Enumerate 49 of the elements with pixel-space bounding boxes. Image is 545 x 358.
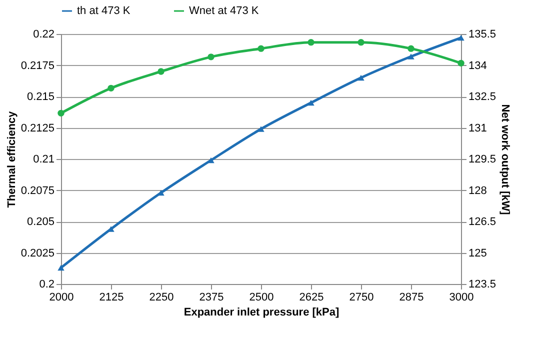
y2-tick-label: 132.5 <box>468 91 496 103</box>
point <box>208 54 214 60</box>
y2-axis-title: Net work output [kW] <box>499 104 512 216</box>
x-axis-title: Expander inlet pressure [kPa] <box>184 306 340 318</box>
y-tick-label: 0.215 <box>26 91 54 103</box>
point <box>58 110 64 117</box>
y-axis-title: Thermal efficiency <box>6 110 18 208</box>
point <box>158 190 164 196</box>
y2-tick-label: 131 <box>468 122 487 134</box>
x-tick-label: 2000 <box>49 292 74 304</box>
point <box>458 60 464 67</box>
y2-tick-label: 129.5 <box>468 154 496 166</box>
y-tick-label: 0.22 <box>33 28 54 40</box>
x-tick-label: 2125 <box>99 292 124 304</box>
x-tick-label: 3000 <box>449 292 474 304</box>
x-tick-label: 2500 <box>249 292 274 304</box>
y-tick-label: 0.2075 <box>20 184 54 197</box>
y2-tick-label: 126.5 <box>468 216 496 228</box>
point <box>408 45 414 52</box>
point <box>58 264 64 271</box>
point <box>108 84 114 92</box>
point <box>258 45 264 52</box>
point <box>308 100 314 106</box>
y-tick-label: 0.2175 <box>20 60 54 72</box>
x-tick-label: 2750 <box>349 292 374 304</box>
x-tick-label: 2250 <box>149 292 174 304</box>
point <box>358 38 364 46</box>
y-tick-label: 0.2125 <box>20 122 54 134</box>
point <box>458 34 464 41</box>
point <box>258 126 264 132</box>
x-tick-label: 2875 <box>399 292 424 304</box>
y2-tick-label: 128 <box>468 184 487 197</box>
y2-tick-label: 134 <box>468 60 487 72</box>
y-tick-label: 0.2 <box>39 278 54 290</box>
legend-label: Wnet at 473 K <box>189 5 260 17</box>
point <box>358 74 364 81</box>
point <box>158 68 164 75</box>
y-tick-label: 0.205 <box>26 216 54 228</box>
y-tick-label: 0.2025 <box>20 247 54 260</box>
y2-tick-label: 135.5 <box>468 28 496 40</box>
point <box>308 38 314 46</box>
point <box>208 157 214 164</box>
y2-tick-label: 123.5 <box>468 278 496 290</box>
x-tick-label: 2375 <box>199 292 224 304</box>
y2-tick-label: 125 <box>468 247 487 260</box>
y-tick-label: 0.21 <box>33 154 54 166</box>
point <box>408 54 414 60</box>
legend-label: th at 473 K <box>77 5 131 17</box>
x-tick-label: 2625 <box>299 292 324 304</box>
